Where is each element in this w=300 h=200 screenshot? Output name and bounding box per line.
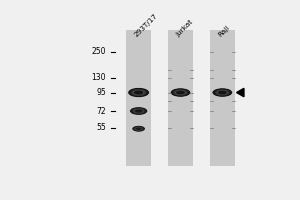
- Ellipse shape: [133, 126, 144, 131]
- Ellipse shape: [215, 89, 230, 96]
- Bar: [126, 30, 152, 166]
- Ellipse shape: [134, 109, 143, 113]
- Ellipse shape: [133, 90, 144, 95]
- Ellipse shape: [174, 90, 187, 95]
- Ellipse shape: [130, 89, 148, 96]
- Ellipse shape: [214, 89, 231, 96]
- Ellipse shape: [133, 109, 144, 113]
- Ellipse shape: [218, 91, 227, 94]
- Ellipse shape: [131, 89, 146, 96]
- Ellipse shape: [171, 88, 190, 97]
- Text: 250: 250: [92, 47, 106, 56]
- Text: Raji: Raji: [217, 24, 230, 38]
- Ellipse shape: [217, 90, 228, 95]
- Bar: [210, 30, 235, 166]
- Ellipse shape: [175, 90, 186, 95]
- Ellipse shape: [134, 90, 143, 95]
- Ellipse shape: [131, 108, 146, 114]
- Ellipse shape: [130, 89, 147, 96]
- Ellipse shape: [135, 109, 142, 113]
- Ellipse shape: [216, 90, 228, 95]
- Ellipse shape: [135, 127, 142, 131]
- Ellipse shape: [135, 109, 142, 113]
- Text: 130: 130: [92, 73, 106, 82]
- Polygon shape: [236, 88, 244, 97]
- Text: 72: 72: [97, 107, 106, 116]
- Ellipse shape: [172, 89, 189, 96]
- Ellipse shape: [135, 127, 142, 130]
- Ellipse shape: [173, 89, 188, 96]
- Ellipse shape: [130, 107, 147, 115]
- Ellipse shape: [132, 126, 145, 132]
- Ellipse shape: [132, 108, 145, 114]
- Ellipse shape: [134, 90, 143, 95]
- Ellipse shape: [130, 107, 147, 115]
- Ellipse shape: [213, 89, 232, 96]
- Ellipse shape: [132, 90, 145, 95]
- Ellipse shape: [129, 88, 148, 97]
- Text: 95: 95: [96, 88, 106, 97]
- Ellipse shape: [215, 90, 229, 95]
- Bar: [168, 30, 193, 166]
- Ellipse shape: [128, 88, 149, 97]
- Ellipse shape: [176, 91, 185, 94]
- Ellipse shape: [171, 89, 190, 96]
- Ellipse shape: [134, 127, 143, 131]
- Ellipse shape: [218, 91, 227, 94]
- Ellipse shape: [134, 126, 143, 131]
- Ellipse shape: [135, 110, 142, 112]
- Ellipse shape: [219, 91, 226, 94]
- Ellipse shape: [136, 127, 142, 130]
- Ellipse shape: [174, 90, 187, 95]
- Ellipse shape: [212, 88, 232, 97]
- Text: Jurkat: Jurkat: [175, 19, 194, 38]
- Text: 293T/17: 293T/17: [133, 12, 159, 38]
- Ellipse shape: [177, 91, 184, 94]
- Ellipse shape: [176, 91, 185, 94]
- Ellipse shape: [133, 108, 145, 114]
- Ellipse shape: [135, 91, 142, 94]
- Ellipse shape: [133, 126, 145, 131]
- Ellipse shape: [136, 128, 141, 130]
- Text: 55: 55: [96, 123, 106, 132]
- Ellipse shape: [136, 127, 142, 130]
